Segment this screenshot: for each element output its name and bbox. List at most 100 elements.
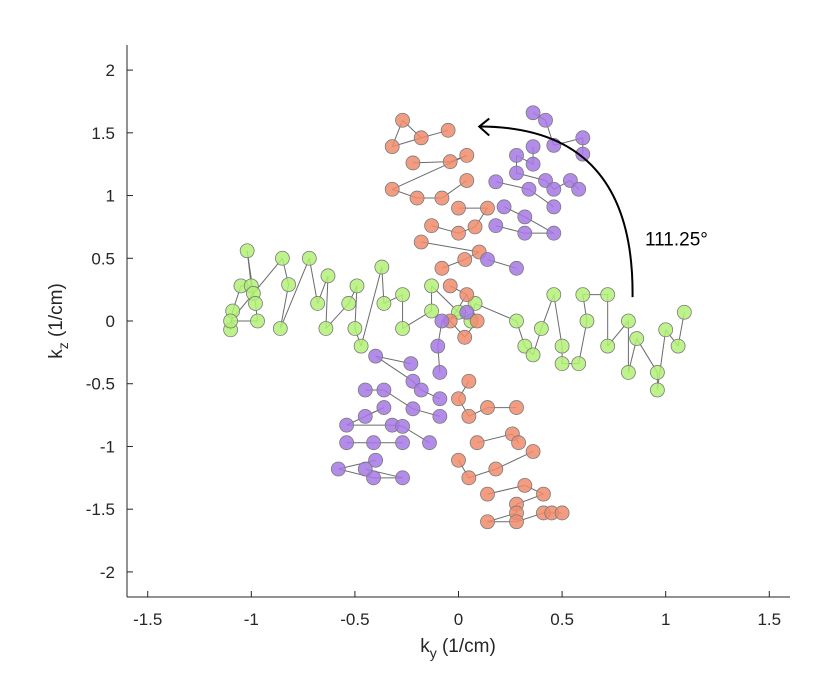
data-point bbox=[554, 356, 570, 372]
data-point bbox=[432, 408, 448, 424]
data-point bbox=[509, 400, 524, 415]
data-point bbox=[457, 329, 473, 345]
data-point bbox=[600, 287, 616, 303]
data-point bbox=[511, 435, 526, 451]
data-point bbox=[341, 296, 357, 311]
data-point bbox=[459, 287, 475, 303]
x-axis-label: ky (1/cm) bbox=[420, 636, 496, 661]
data-point bbox=[442, 154, 458, 170]
data-point bbox=[432, 391, 448, 407]
data-point bbox=[525, 347, 541, 363]
data-point bbox=[451, 391, 466, 407]
data-point bbox=[395, 321, 410, 336]
data-point bbox=[239, 243, 255, 259]
data-point bbox=[310, 296, 326, 311]
data-point bbox=[525, 105, 541, 121]
data-point bbox=[349, 278, 365, 294]
data-point bbox=[461, 408, 477, 424]
data-point bbox=[395, 287, 410, 303]
data-point bbox=[395, 435, 410, 451]
data-point bbox=[509, 147, 524, 163]
data-point bbox=[488, 461, 504, 477]
data-point bbox=[579, 313, 595, 329]
data-point bbox=[509, 165, 524, 181]
data-point bbox=[357, 461, 373, 477]
data-point bbox=[459, 304, 475, 320]
data-point bbox=[459, 147, 475, 163]
data-point bbox=[509, 514, 524, 530]
data-point bbox=[395, 470, 410, 486]
data-point bbox=[424, 278, 439, 294]
data-point bbox=[274, 250, 290, 266]
connector-line bbox=[375, 355, 414, 382]
data-point bbox=[575, 146, 591, 162]
data-point bbox=[546, 225, 562, 241]
data-point bbox=[480, 252, 495, 267]
data-point bbox=[405, 401, 421, 417]
data-point bbox=[538, 112, 553, 128]
x-ticks: -1.5 -1 -0.5 0 0.5 1 1.5 bbox=[133, 591, 781, 629]
data-point bbox=[395, 418, 410, 434]
y-tick-label: 1.5 bbox=[91, 124, 115, 143]
data-point bbox=[272, 321, 288, 336]
data-point bbox=[339, 435, 355, 451]
data-point bbox=[650, 382, 665, 398]
data-point bbox=[575, 287, 591, 303]
data-point bbox=[676, 304, 692, 320]
data-point bbox=[250, 313, 265, 329]
data-point bbox=[451, 452, 466, 468]
data-point bbox=[413, 234, 429, 250]
data-point bbox=[571, 356, 587, 372]
data-point bbox=[413, 130, 429, 146]
data-point bbox=[422, 435, 437, 451]
data-point bbox=[517, 209, 533, 225]
data-point bbox=[248, 296, 263, 311]
x-tick-label: -0.5 bbox=[340, 610, 369, 629]
data-point bbox=[440, 122, 456, 138]
data-point bbox=[451, 225, 466, 241]
rotation-angle-label: 111.25° bbox=[645, 230, 708, 251]
data-point bbox=[509, 260, 524, 276]
data-point bbox=[517, 225, 533, 241]
connector-line bbox=[325, 275, 329, 329]
data-point bbox=[376, 400, 392, 415]
data-point bbox=[281, 277, 297, 293]
data-point bbox=[347, 321, 363, 336]
data-point bbox=[451, 200, 466, 216]
connector-line bbox=[308, 258, 319, 304]
data-point bbox=[469, 435, 485, 451]
y-tick-label: 1 bbox=[106, 187, 115, 206]
data-points bbox=[223, 105, 692, 530]
data-point bbox=[496, 199, 512, 215]
data-point bbox=[467, 219, 483, 235]
data-point bbox=[488, 174, 504, 190]
data-point bbox=[480, 200, 495, 216]
connector-line bbox=[279, 284, 290, 329]
data-point bbox=[395, 112, 410, 128]
data-point bbox=[376, 382, 392, 398]
data-point bbox=[509, 313, 524, 329]
data-point bbox=[434, 313, 450, 329]
y-tick-label: 0.5 bbox=[91, 249, 115, 268]
data-point bbox=[384, 139, 400, 155]
data-point bbox=[536, 486, 551, 502]
data-point bbox=[357, 382, 373, 398]
data-point bbox=[339, 417, 355, 433]
data-point bbox=[434, 260, 450, 276]
data-point bbox=[434, 190, 450, 206]
data-point bbox=[376, 296, 392, 311]
data-point bbox=[546, 199, 562, 215]
connector-line bbox=[279, 258, 310, 329]
x-tick-label: 0.5 bbox=[550, 610, 574, 629]
arrowhead-icon bbox=[477, 117, 490, 137]
data-point bbox=[554, 338, 570, 354]
data-point bbox=[480, 400, 495, 415]
data-point bbox=[353, 338, 369, 354]
data-point bbox=[575, 130, 591, 146]
connector-line bbox=[474, 302, 517, 322]
data-point bbox=[546, 181, 562, 197]
data-point bbox=[368, 452, 384, 468]
data-point bbox=[301, 250, 317, 266]
data-point bbox=[571, 181, 587, 197]
